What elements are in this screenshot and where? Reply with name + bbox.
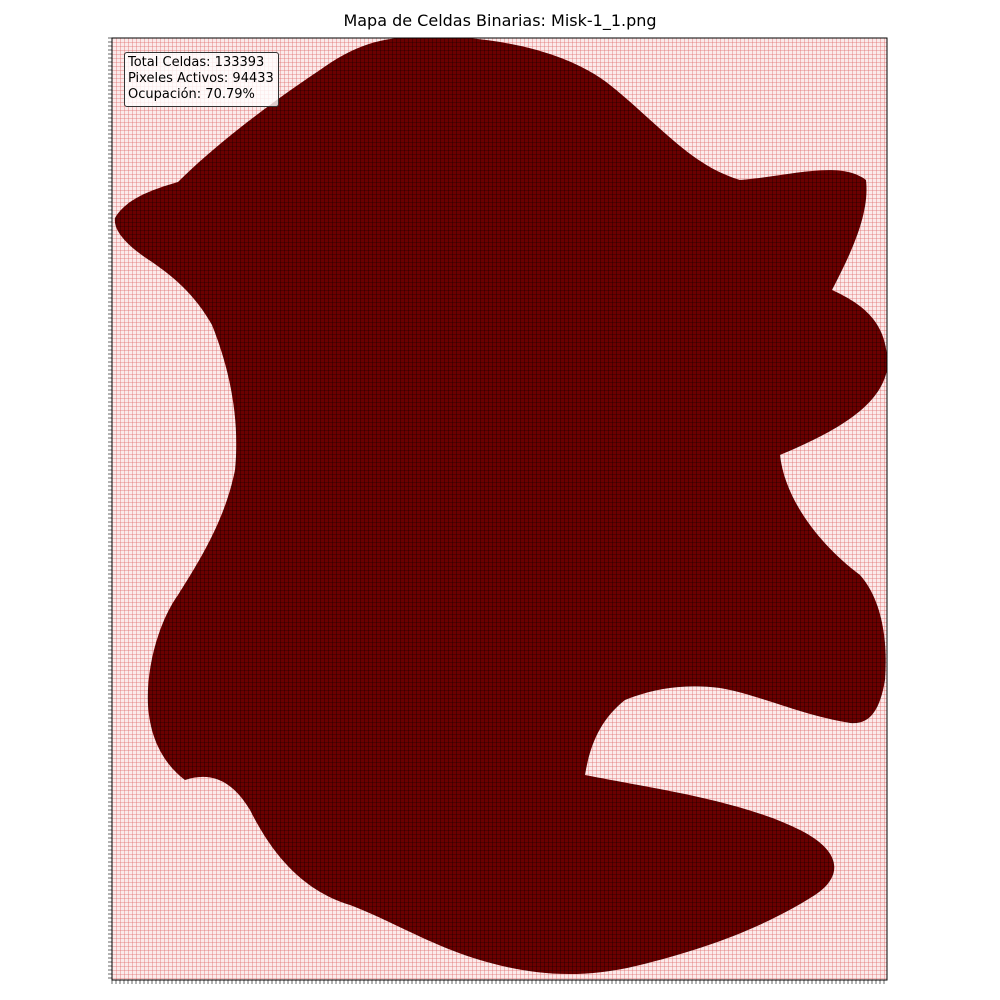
active-cells-region: [114, 38, 887, 975]
stats-box: Total Celdas: 133393 Pixeles Activos: 94…: [124, 52, 279, 107]
plot-frame: [111, 37, 888, 981]
y-axis-ticks: [108, 37, 112, 979]
chart-title: Mapa de Celdas Binarias: Misk-1_1.png: [343, 11, 657, 30]
total-cells-label: Total Celdas: 133393: [128, 55, 265, 70]
active-pixels-label: Pixeles Activos: 94433: [128, 71, 274, 86]
occupancy-label: Ocupación: 70.79%: [128, 87, 255, 102]
x-axis-ticks: [111, 980, 885, 984]
